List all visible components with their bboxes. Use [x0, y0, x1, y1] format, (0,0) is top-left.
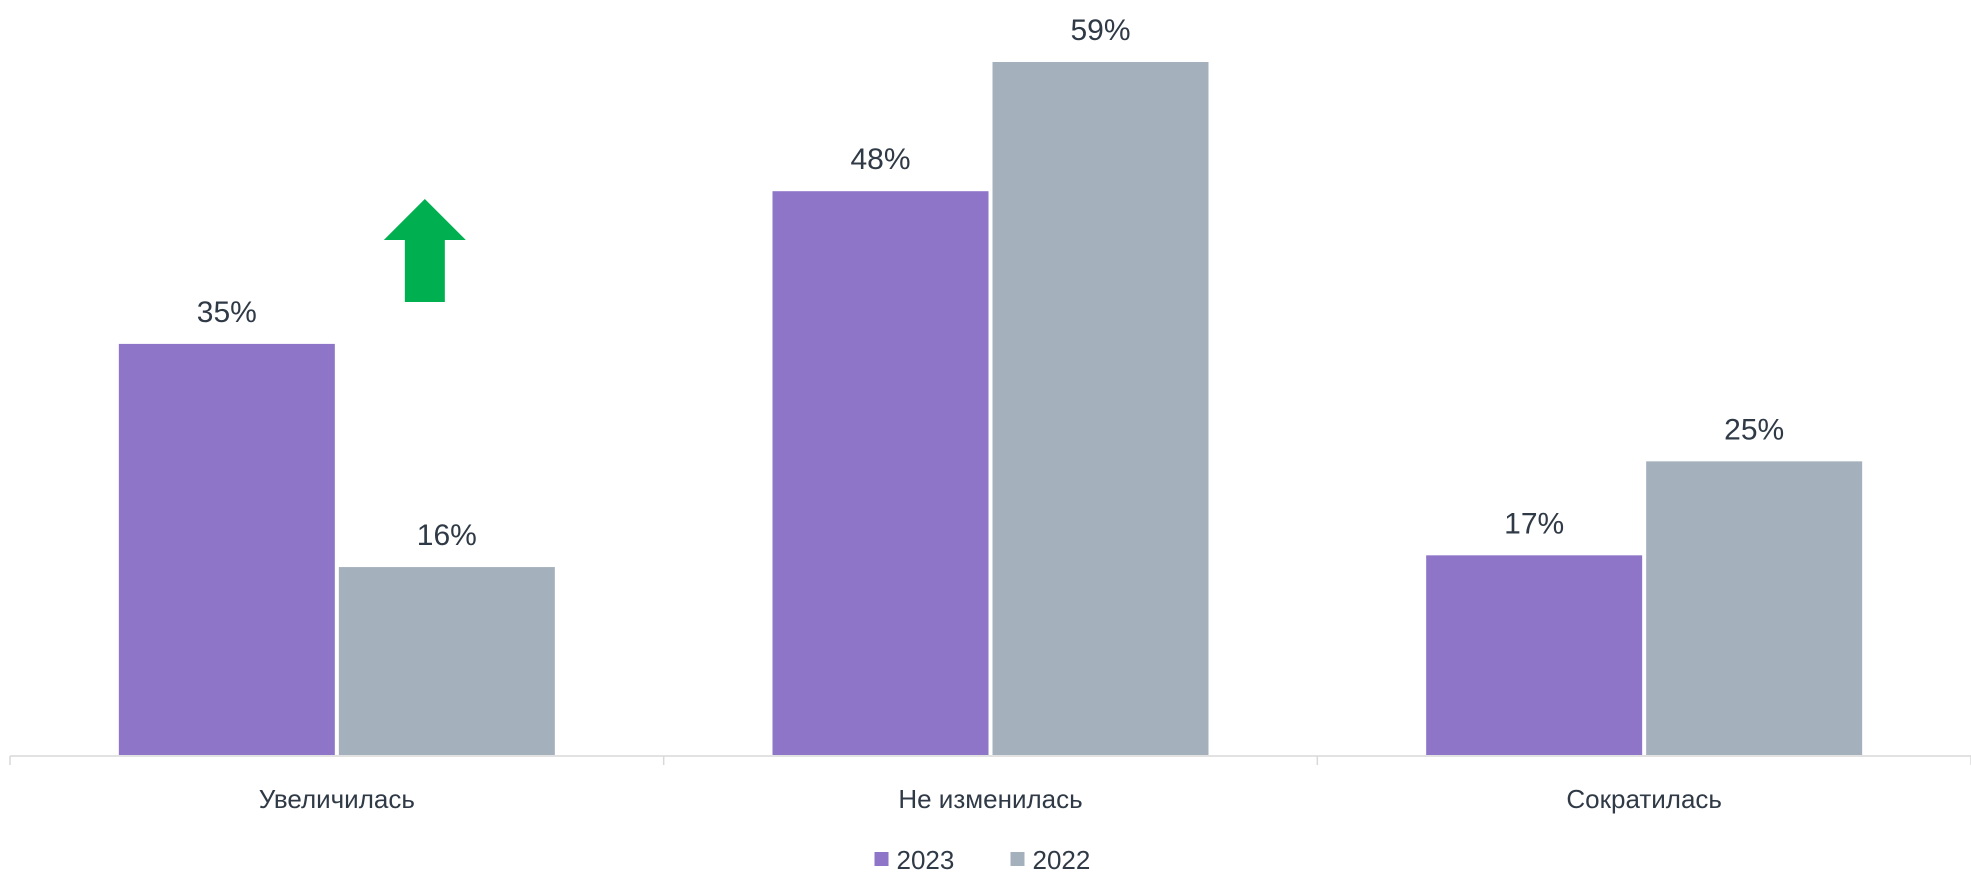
data-labels-group: 35% 16% 48% 59% 17% 25%	[197, 14, 1784, 552]
annotations-group	[383, 199, 466, 302]
legend: 2023 2022	[874, 845, 1091, 875]
bars-group	[118, 62, 1863, 756]
data-label-2022-2: 59%	[1070, 14, 1130, 47]
bar-2023-3	[1426, 555, 1643, 755]
legend-swatch-2023	[874, 852, 889, 866]
x-tick-label: Увеличилась	[259, 784, 415, 814]
data-label-2022-1: 16%	[417, 519, 477, 552]
bar-2023-1	[118, 343, 335, 755]
data-label-2023-3: 17%	[1504, 507, 1564, 540]
x-tick-label: Сократилась	[1566, 784, 1722, 814]
legend-label-2023: 2023	[897, 845, 955, 875]
legend-swatch-2022	[1010, 852, 1025, 866]
bar-2022-3	[1646, 461, 1863, 755]
data-label-2023-2: 48%	[850, 143, 910, 176]
x-axis: Увеличилась Не изменилась Сократилась	[9, 755, 1971, 814]
bar-2022-1	[338, 567, 555, 755]
up-arrow-icon	[383, 199, 466, 302]
bar-2022-2	[992, 62, 1209, 755]
x-tick-label: Не изменилась	[898, 784, 1082, 814]
data-label-2023-1: 35%	[197, 296, 257, 329]
bar-2023-2	[772, 191, 989, 756]
data-label-2022-3: 25%	[1724, 413, 1784, 446]
legend-label-2022: 2022	[1033, 845, 1091, 875]
